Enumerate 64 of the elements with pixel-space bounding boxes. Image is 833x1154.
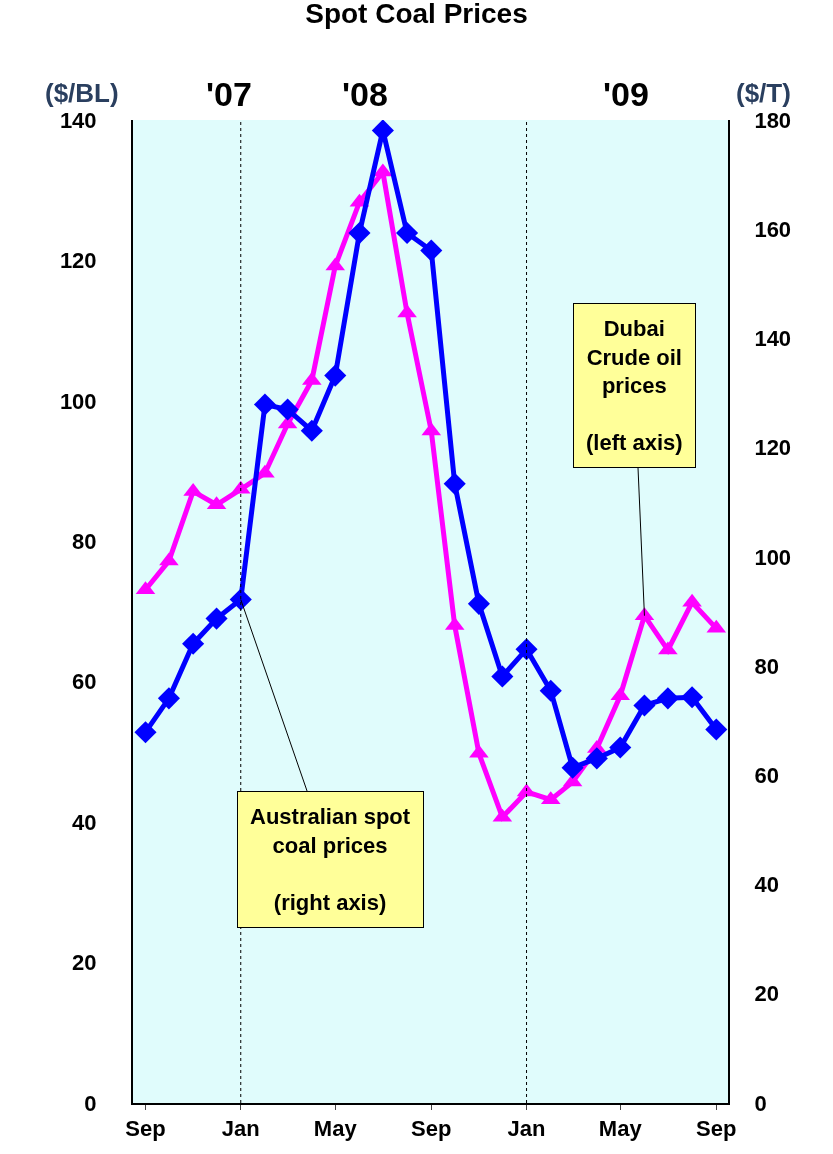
- point: [705, 718, 728, 741]
- point: [658, 641, 678, 655]
- point: [373, 163, 393, 177]
- point: [656, 687, 679, 710]
- y2-tick-label: 0: [754, 1090, 767, 1116]
- text: '07: [206, 75, 252, 113]
- point: [682, 593, 702, 607]
- text: Dubai Crude oil prices (left axis): [586, 316, 683, 456]
- x-tick-label: Sep: [696, 1116, 737, 1142]
- point: [157, 687, 180, 710]
- y-tick-label: 140: [59, 107, 97, 133]
- y2-tick-label: 80: [754, 653, 779, 679]
- y2-tick-label: 160: [754, 216, 792, 242]
- point: [443, 472, 466, 495]
- y2-tick-label: 140: [754, 326, 792, 352]
- text: '09: [603, 75, 649, 113]
- y2-tick-label: 60: [754, 763, 779, 789]
- x-tick-label: May: [313, 1116, 358, 1142]
- x-tick-label: Sep: [411, 1116, 452, 1142]
- point: [469, 744, 489, 758]
- point: [300, 419, 323, 442]
- y-axis-title: ($/BL): [45, 78, 119, 108]
- point: [276, 398, 299, 421]
- y2-tick-label: 100: [754, 544, 792, 570]
- point: [348, 221, 371, 245]
- x-tick-label: Jan: [221, 1116, 260, 1142]
- point: [681, 686, 704, 709]
- point: [609, 736, 632, 759]
- point: [561, 756, 584, 779]
- point: [253, 393, 277, 416]
- y2-tick-label: 20: [754, 981, 779, 1007]
- y2-tick-label: 120: [754, 435, 792, 461]
- text: Australian spot coal prices (right axis): [250, 804, 411, 915]
- point: [159, 552, 179, 566]
- y-tick-label: 40: [72, 809, 97, 835]
- point: [397, 304, 417, 318]
- y2-axis-title: ($/T): [736, 78, 791, 108]
- x-tick-label: Sep: [125, 1116, 166, 1142]
- y-tick-label: 20: [72, 950, 97, 976]
- point: [182, 632, 205, 655]
- point: [585, 747, 608, 770]
- y-tick-label: 60: [72, 669, 97, 695]
- y-tick-label: 100: [59, 388, 97, 414]
- point: [396, 221, 419, 245]
- point: [515, 638, 538, 661]
- chart-title: Spot Coal Prices: [305, 0, 528, 30]
- point: [324, 364, 347, 387]
- point: [491, 665, 514, 688]
- x-tick-label: May: [598, 1116, 643, 1142]
- point: [229, 588, 252, 611]
- point: [205, 607, 228, 630]
- y-tick-label: 80: [72, 528, 97, 554]
- y-tick-label: 0: [84, 1090, 97, 1116]
- text: '08: [342, 75, 388, 113]
- point: [134, 721, 157, 744]
- point: [467, 592, 490, 615]
- x-tick-label: Jan: [507, 1116, 546, 1142]
- point: [539, 679, 562, 702]
- point: [633, 694, 656, 717]
- point: [420, 239, 443, 262]
- point: [183, 482, 203, 496]
- y-tick-label: 120: [59, 248, 97, 274]
- y2-tick-label: 180: [754, 107, 792, 133]
- y2-tick-label: 40: [754, 872, 779, 898]
